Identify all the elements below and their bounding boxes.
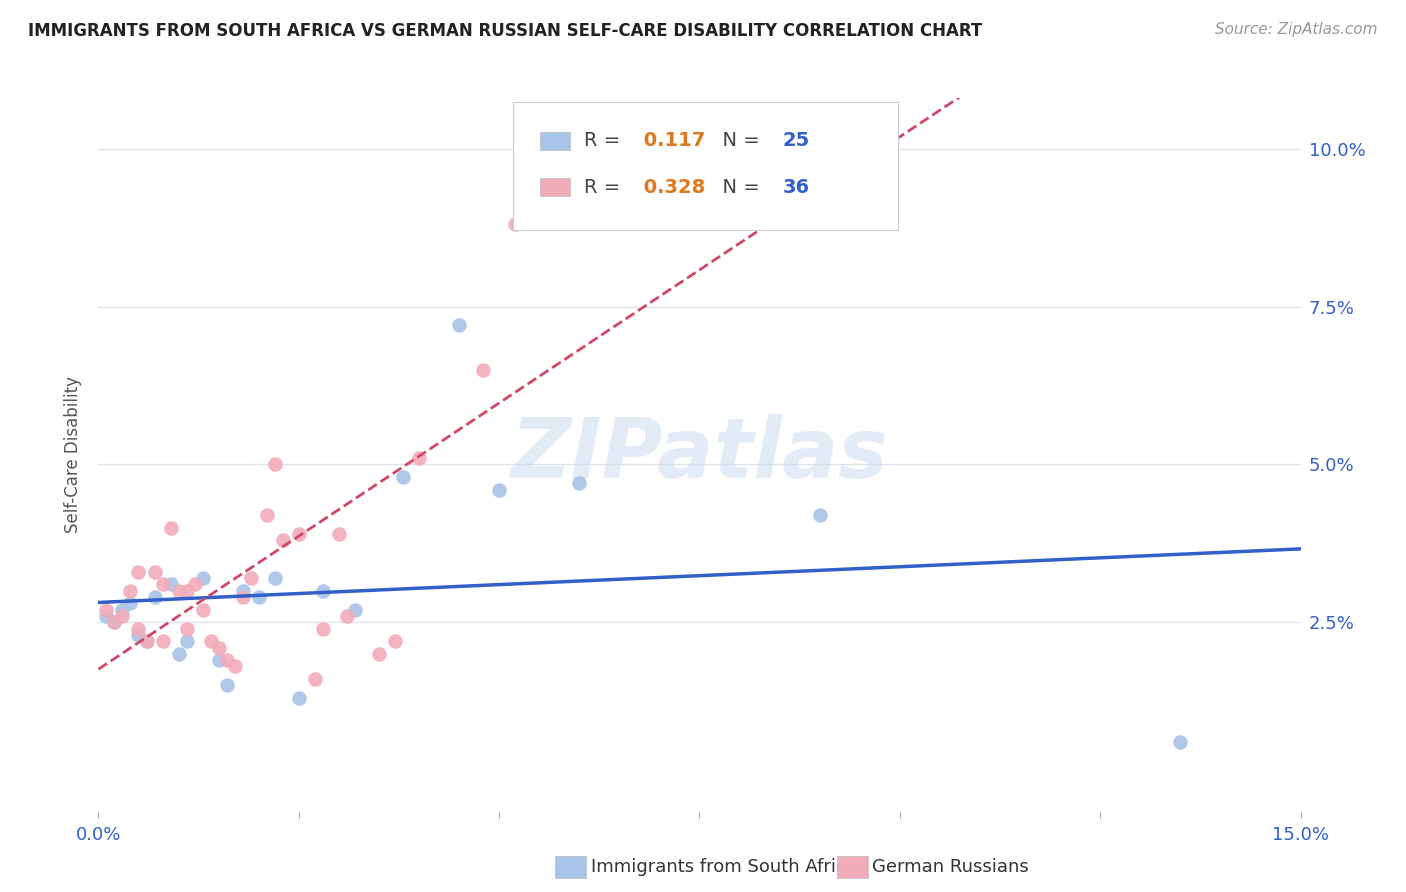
Point bbox=[256, 508, 278, 522]
Text: N =: N = bbox=[710, 178, 766, 197]
Point bbox=[120, 583, 142, 598]
Point bbox=[183, 577, 205, 591]
Point bbox=[392, 470, 415, 484]
FancyBboxPatch shape bbox=[540, 132, 569, 150]
Point bbox=[263, 458, 285, 472]
Point bbox=[103, 615, 125, 630]
Point bbox=[111, 602, 134, 616]
Text: 36: 36 bbox=[782, 178, 810, 197]
Point bbox=[103, 615, 125, 630]
Point bbox=[111, 609, 134, 624]
Point bbox=[472, 362, 495, 376]
Point bbox=[808, 508, 831, 522]
Point bbox=[135, 634, 157, 648]
Text: IMMIGRANTS FROM SOUTH AFRICA VS GERMAN RUSSIAN SELF-CARE DISABILITY CORRELATION : IMMIGRANTS FROM SOUTH AFRICA VS GERMAN R… bbox=[28, 22, 983, 40]
Point bbox=[343, 602, 366, 616]
Point bbox=[128, 628, 150, 642]
Point bbox=[176, 634, 198, 648]
FancyBboxPatch shape bbox=[513, 102, 898, 230]
Point bbox=[135, 634, 157, 648]
Text: Immigrants from South Africa: Immigrants from South Africa bbox=[591, 858, 856, 876]
Point bbox=[191, 602, 214, 616]
Point bbox=[120, 596, 142, 610]
Point bbox=[191, 571, 214, 585]
Text: Source: ZipAtlas.com: Source: ZipAtlas.com bbox=[1215, 22, 1378, 37]
Point bbox=[239, 571, 262, 585]
Point bbox=[208, 653, 231, 667]
Point bbox=[215, 678, 238, 692]
Point bbox=[96, 602, 118, 616]
Point bbox=[143, 590, 166, 604]
Text: ZIPatlas: ZIPatlas bbox=[510, 415, 889, 495]
Point bbox=[384, 634, 406, 648]
Point bbox=[159, 577, 181, 591]
Point bbox=[447, 318, 470, 333]
Point bbox=[368, 647, 391, 661]
Y-axis label: Self-Care Disability: Self-Care Disability bbox=[65, 376, 83, 533]
Text: 25: 25 bbox=[782, 131, 810, 151]
Point bbox=[128, 565, 150, 579]
Point bbox=[247, 590, 270, 604]
Point bbox=[167, 583, 190, 598]
Point bbox=[312, 583, 335, 598]
Point bbox=[215, 653, 238, 667]
Point bbox=[288, 526, 311, 541]
Point bbox=[232, 590, 254, 604]
Point bbox=[288, 691, 311, 706]
Point bbox=[263, 571, 285, 585]
Point bbox=[328, 526, 350, 541]
Point bbox=[488, 483, 510, 497]
Point bbox=[224, 659, 246, 673]
Point bbox=[568, 476, 591, 491]
Text: N =: N = bbox=[710, 131, 766, 151]
Point bbox=[176, 622, 198, 636]
Text: 0.328: 0.328 bbox=[637, 178, 706, 197]
Point bbox=[200, 634, 222, 648]
Text: German Russians: German Russians bbox=[872, 858, 1028, 876]
Point bbox=[336, 609, 359, 624]
Point bbox=[152, 634, 174, 648]
Point bbox=[128, 622, 150, 636]
Point bbox=[96, 609, 118, 624]
Text: R =: R = bbox=[583, 178, 627, 197]
Point bbox=[408, 451, 430, 466]
Text: 0.117: 0.117 bbox=[637, 131, 706, 151]
FancyBboxPatch shape bbox=[540, 178, 569, 196]
Point bbox=[208, 640, 231, 655]
Point bbox=[143, 565, 166, 579]
Point bbox=[304, 672, 326, 686]
Point bbox=[553, 148, 575, 162]
Point bbox=[1170, 735, 1192, 749]
Point bbox=[167, 647, 190, 661]
Point bbox=[176, 583, 198, 598]
Point bbox=[503, 218, 526, 232]
Text: R =: R = bbox=[583, 131, 627, 151]
Point bbox=[232, 583, 254, 598]
Point bbox=[312, 622, 335, 636]
Point bbox=[271, 533, 294, 548]
Point bbox=[159, 520, 181, 534]
Point bbox=[152, 577, 174, 591]
